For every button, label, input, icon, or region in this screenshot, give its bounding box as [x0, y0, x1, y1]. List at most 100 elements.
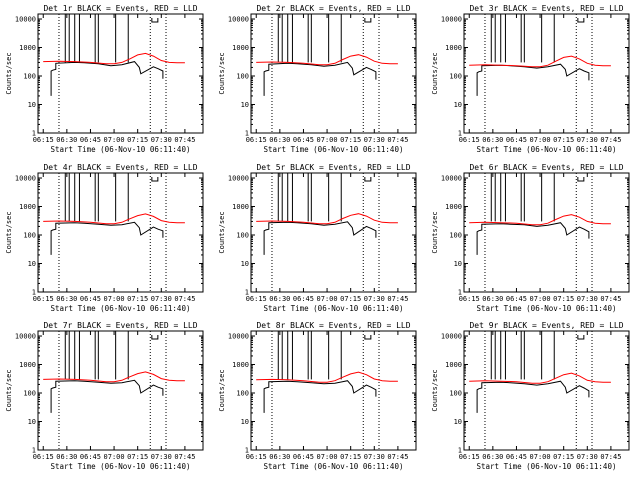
x-tick-label: 06:30 — [482, 453, 503, 461]
events-series-line — [50, 61, 164, 96]
x-axis-label: Start Time (06-Nov-10 06:11:40) — [51, 462, 191, 471]
y-axis-label: Counts/sec — [431, 369, 439, 411]
events-series-line — [476, 63, 590, 96]
plot-frame — [250, 330, 417, 451]
x-tick-label: 07:00 — [530, 295, 551, 303]
y-tick-label: 1000 — [232, 361, 249, 369]
flag-bracket — [151, 18, 159, 23]
x-axis-label: Start Time (06-Nov-10 06:11:40) — [264, 145, 404, 154]
plot-frame — [463, 13, 630, 134]
x-tick-label: 06:15 — [246, 453, 267, 461]
x-axis-label: Start Time (06-Nov-10 06:11:40) — [477, 462, 617, 471]
y-tick-label: 10 — [28, 260, 36, 268]
y-tick-label: 10 — [241, 101, 249, 109]
x-tick-label: 07:00 — [104, 295, 125, 303]
x-tick-label: 07:30 — [577, 453, 598, 461]
y-tick-label: 1000 — [445, 203, 462, 211]
y-tick-label: 10 — [454, 101, 462, 109]
panel-title: Det 8r BLACK = Events, RED = LLD — [256, 321, 410, 330]
y-tick-label: 100 — [236, 73, 249, 81]
y-tick-label: 10000 — [228, 16, 249, 24]
y-tick-label: 10 — [454, 418, 462, 426]
flag-bracket — [364, 18, 372, 23]
detector-panel-5: Det 5r BLACK = Events, RED = LLD Counts/s… — [218, 163, 417, 313]
y-axis-label: Counts/sec — [5, 211, 13, 253]
flag-bracket — [577, 18, 585, 23]
y-tick-label: 10000 — [15, 333, 36, 341]
y-tick-label: 10000 — [228, 175, 249, 183]
x-tick-label: 07:00 — [317, 295, 338, 303]
x-tick-label: 06:30 — [269, 295, 290, 303]
detector-panel-6: Det 6r BLACK = Events, RED = LLD Counts/s… — [431, 163, 630, 313]
events-series-line — [50, 379, 164, 413]
x-tick-label: 07:00 — [317, 136, 338, 144]
x-tick-label: 06:45 — [80, 453, 101, 461]
y-tick-label: 100 — [23, 390, 36, 398]
x-tick-label: 06:45 — [293, 295, 314, 303]
x-tick-label: 07:45 — [387, 453, 408, 461]
x-tick-label: 06:30 — [269, 453, 290, 461]
flag-bracket — [364, 177, 372, 182]
x-tick-label: 06:15 — [33, 295, 54, 303]
lld-series-line — [469, 214, 611, 226]
lld-series-line — [43, 213, 185, 225]
x-tick-label: 07:30 — [151, 136, 172, 144]
x-tick-label: 06:30 — [56, 453, 77, 461]
x-tick-label: 07:30 — [151, 453, 172, 461]
x-tick-label: 07:15 — [340, 136, 361, 144]
x-tick-label: 07:30 — [364, 136, 385, 144]
x-tick-label: 07:00 — [530, 136, 551, 144]
y-tick-label: 100 — [449, 390, 462, 398]
y-axis-label: Counts/sec — [218, 52, 226, 94]
x-tick-label: 06:45 — [506, 136, 527, 144]
panel-title: Det 1r BLACK = Events, RED = LLD — [43, 4, 197, 13]
plot-frame — [463, 172, 630, 293]
x-axis-label: Start Time (06-Nov-10 06:11:40) — [477, 304, 617, 313]
y-tick-label: 1 — [458, 289, 462, 297]
y-tick-label: 1000 — [19, 361, 36, 369]
x-tick-label: 07:30 — [151, 295, 172, 303]
x-tick-label: 07:15 — [127, 295, 148, 303]
events-series-line — [263, 61, 377, 96]
y-tick-label: 100 — [236, 390, 249, 398]
detector-panel-9: Det 9r BLACK = Events, RED = LLD Counts/s… — [431, 321, 630, 471]
y-tick-label: 100 — [23, 73, 36, 81]
y-axis-label: Counts/sec — [5, 369, 13, 411]
x-tick-label: 07:15 — [340, 295, 361, 303]
x-tick-label: 06:45 — [80, 136, 101, 144]
y-tick-label: 10000 — [441, 333, 462, 341]
x-tick-label: 07:15 — [127, 453, 148, 461]
x-tick-label: 07:15 — [553, 453, 574, 461]
x-tick-label: 07:00 — [317, 453, 338, 461]
x-tick-label: 06:15 — [459, 295, 480, 303]
x-tick-label: 06:15 — [459, 453, 480, 461]
x-tick-label: 07:45 — [387, 136, 408, 144]
y-tick-label: 10 — [28, 101, 36, 109]
x-tick-label: 07:30 — [364, 453, 385, 461]
x-tick-label: 06:45 — [293, 136, 314, 144]
lld-series-line — [256, 213, 398, 225]
x-tick-label: 06:15 — [246, 136, 267, 144]
x-tick-label: 07:00 — [530, 453, 551, 461]
y-tick-label: 10000 — [15, 175, 36, 183]
y-tick-label: 1 — [32, 130, 36, 138]
panel-title: Det 5r BLACK = Events, RED = LLD — [256, 163, 410, 172]
panel-title: Det 6r BLACK = Events, RED = LLD — [469, 163, 623, 172]
plot-frame — [37, 330, 204, 451]
y-tick-label: 1 — [245, 289, 249, 297]
x-tick-label: 07:45 — [174, 136, 195, 144]
x-tick-label: 06:45 — [80, 295, 101, 303]
y-axis-label: Counts/sec — [218, 211, 226, 253]
lld-series-line — [43, 371, 185, 383]
detector-panel-8: Det 8r BLACK = Events, RED = LLD Counts/s… — [218, 321, 417, 471]
panel-title: Det 2r BLACK = Events, RED = LLD — [256, 4, 410, 13]
x-tick-label: 07:15 — [340, 453, 361, 461]
flag-bracket — [151, 335, 159, 340]
y-tick-label: 100 — [449, 232, 462, 240]
x-axis-label: Start Time (06-Nov-10 06:11:40) — [51, 304, 191, 313]
y-tick-label: 10000 — [228, 333, 249, 341]
y-tick-label: 1000 — [445, 361, 462, 369]
panel-title: Det 4r BLACK = Events, RED = LLD — [43, 163, 197, 172]
lld-series-line — [256, 54, 398, 66]
x-tick-label: 07:15 — [553, 136, 574, 144]
